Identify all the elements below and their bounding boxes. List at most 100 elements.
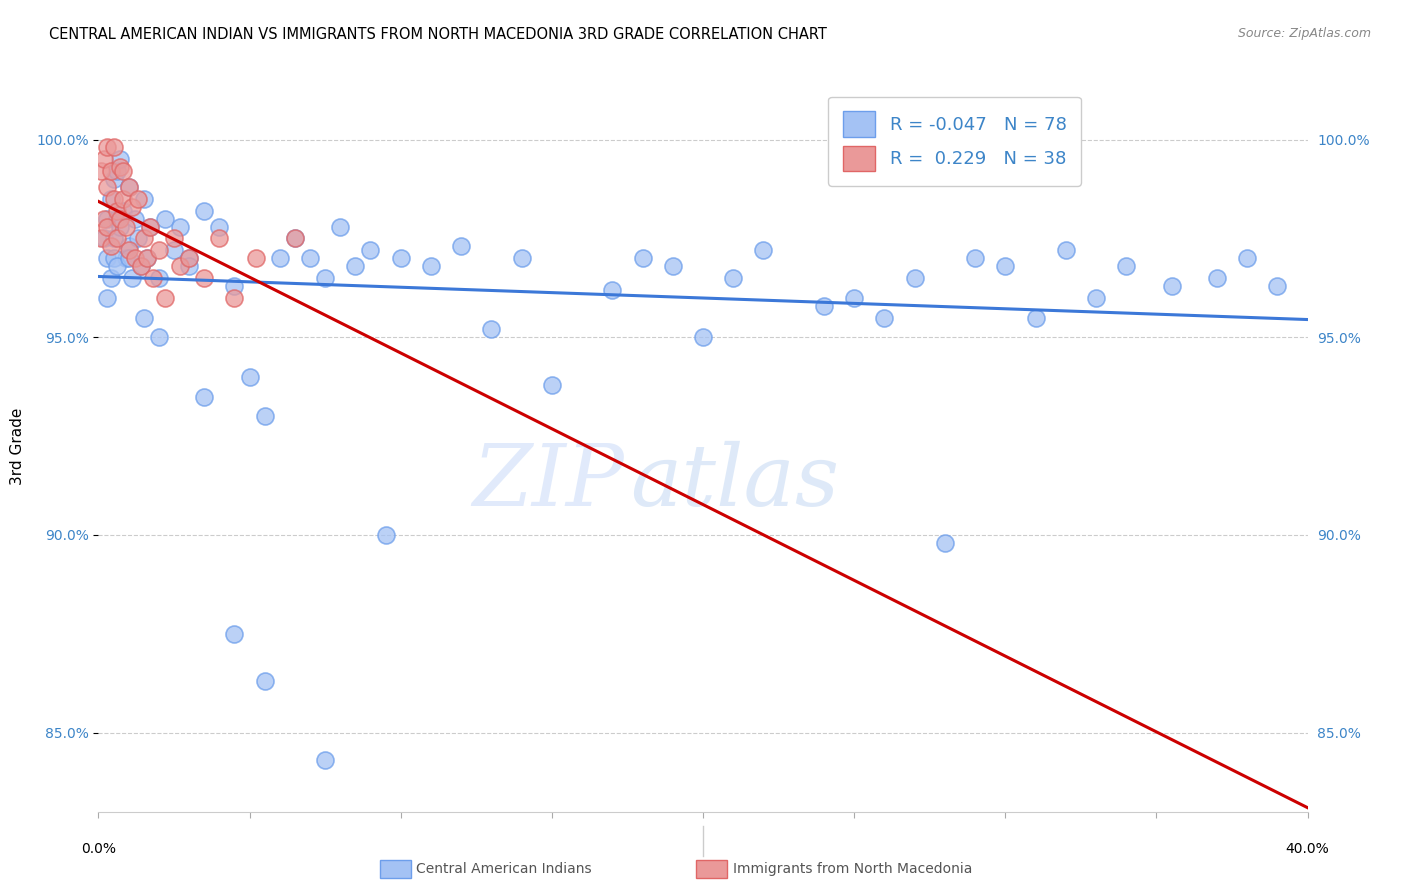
Point (103, 172, 125, 186)
Point (193, 390, 215, 404)
Text: Immigrants from North Macedonia: Immigrants from North Macedonia (733, 862, 972, 876)
Point (135, 251, 157, 265)
Point (994, 259, 1017, 273)
Point (103, 192, 125, 206)
Point (245, 251, 267, 265)
Point (602, 283, 624, 297)
Point (139, 219, 162, 234)
Point (127, 231, 149, 245)
Point (100, 192, 122, 206)
Point (111, 203, 134, 218)
Point (1206, 271, 1229, 285)
Point (96, 291, 118, 305)
Text: atlas: atlas (630, 442, 839, 524)
Point (114, 219, 136, 234)
Point (1160, 278, 1182, 293)
Point (90, 231, 112, 245)
Point (105, 211, 128, 226)
Point (224, 278, 246, 293)
Point (132, 310, 155, 325)
Point (132, 192, 155, 206)
Point (723, 271, 745, 285)
Point (139, 219, 162, 234)
Point (904, 271, 927, 285)
Point (127, 192, 149, 206)
Point (873, 310, 896, 325)
Point (108, 211, 131, 226)
Point (239, 369, 262, 384)
Point (1115, 259, 1137, 273)
Point (132, 231, 155, 245)
Point (129, 259, 152, 273)
Point (105, 231, 128, 245)
Point (148, 330, 170, 344)
Point (105, 259, 128, 273)
Point (96, 211, 118, 226)
Point (344, 259, 367, 273)
Point (752, 244, 775, 258)
Point (631, 251, 654, 265)
Text: 0.0%: 0.0% (82, 842, 115, 856)
Point (374, 528, 396, 542)
Point (169, 259, 191, 273)
Point (1085, 291, 1108, 305)
Point (193, 271, 215, 285)
Point (389, 251, 412, 265)
Point (1024, 310, 1046, 325)
Point (124, 211, 146, 226)
Point (965, 251, 987, 265)
Point (208, 219, 231, 234)
Point (253, 409, 276, 424)
Point (118, 239, 141, 253)
Point (121, 200, 143, 214)
Point (299, 251, 322, 265)
Point (224, 291, 246, 305)
Y-axis label: 3rd Grade: 3rd Grade (10, 408, 25, 484)
Text: CENTRAL AMERICAN INDIAN VS IMMIGRANTS FROM NORTH MACEDONIA 3RD GRADE CORRELATION: CENTRAL AMERICAN INDIAN VS IMMIGRANTS FR… (49, 27, 827, 42)
Point (96, 140, 118, 154)
Point (661, 259, 683, 273)
Point (179, 251, 201, 265)
Point (314, 271, 336, 285)
Text: Source: ZipAtlas.com: Source: ZipAtlas.com (1237, 27, 1371, 40)
Point (179, 259, 201, 273)
Point (135, 251, 157, 265)
Point (93, 211, 115, 226)
Text: 40.0%: 40.0% (1285, 842, 1330, 856)
Point (105, 203, 128, 218)
Point (450, 239, 472, 253)
Point (169, 219, 191, 234)
Point (1267, 278, 1289, 293)
Point (148, 244, 170, 258)
Point (844, 291, 866, 305)
Point (108, 153, 131, 167)
Point (692, 330, 714, 344)
Point (96, 251, 118, 265)
Point (142, 271, 165, 285)
Legend: R = -0.047   N = 78, R =  0.229   N = 38: R = -0.047 N = 78, R = 0.229 N = 38 (828, 96, 1081, 186)
Point (163, 244, 186, 258)
Point (420, 259, 443, 273)
Point (93, 231, 115, 245)
Text: Central American Indians: Central American Indians (416, 862, 592, 876)
Point (208, 231, 231, 245)
Point (1236, 251, 1258, 265)
Point (111, 164, 134, 178)
Point (103, 251, 125, 265)
Point (934, 536, 956, 550)
Point (124, 251, 146, 265)
Point (111, 192, 134, 206)
Point (100, 271, 122, 285)
Point (118, 180, 141, 194)
Point (108, 161, 131, 175)
Point (105, 164, 128, 178)
Point (96, 219, 118, 234)
Point (118, 244, 141, 258)
Point (284, 231, 307, 245)
Point (360, 244, 382, 258)
Point (481, 322, 503, 336)
Point (163, 231, 186, 245)
Point (93, 153, 115, 167)
Point (540, 377, 562, 392)
Point (224, 627, 246, 641)
